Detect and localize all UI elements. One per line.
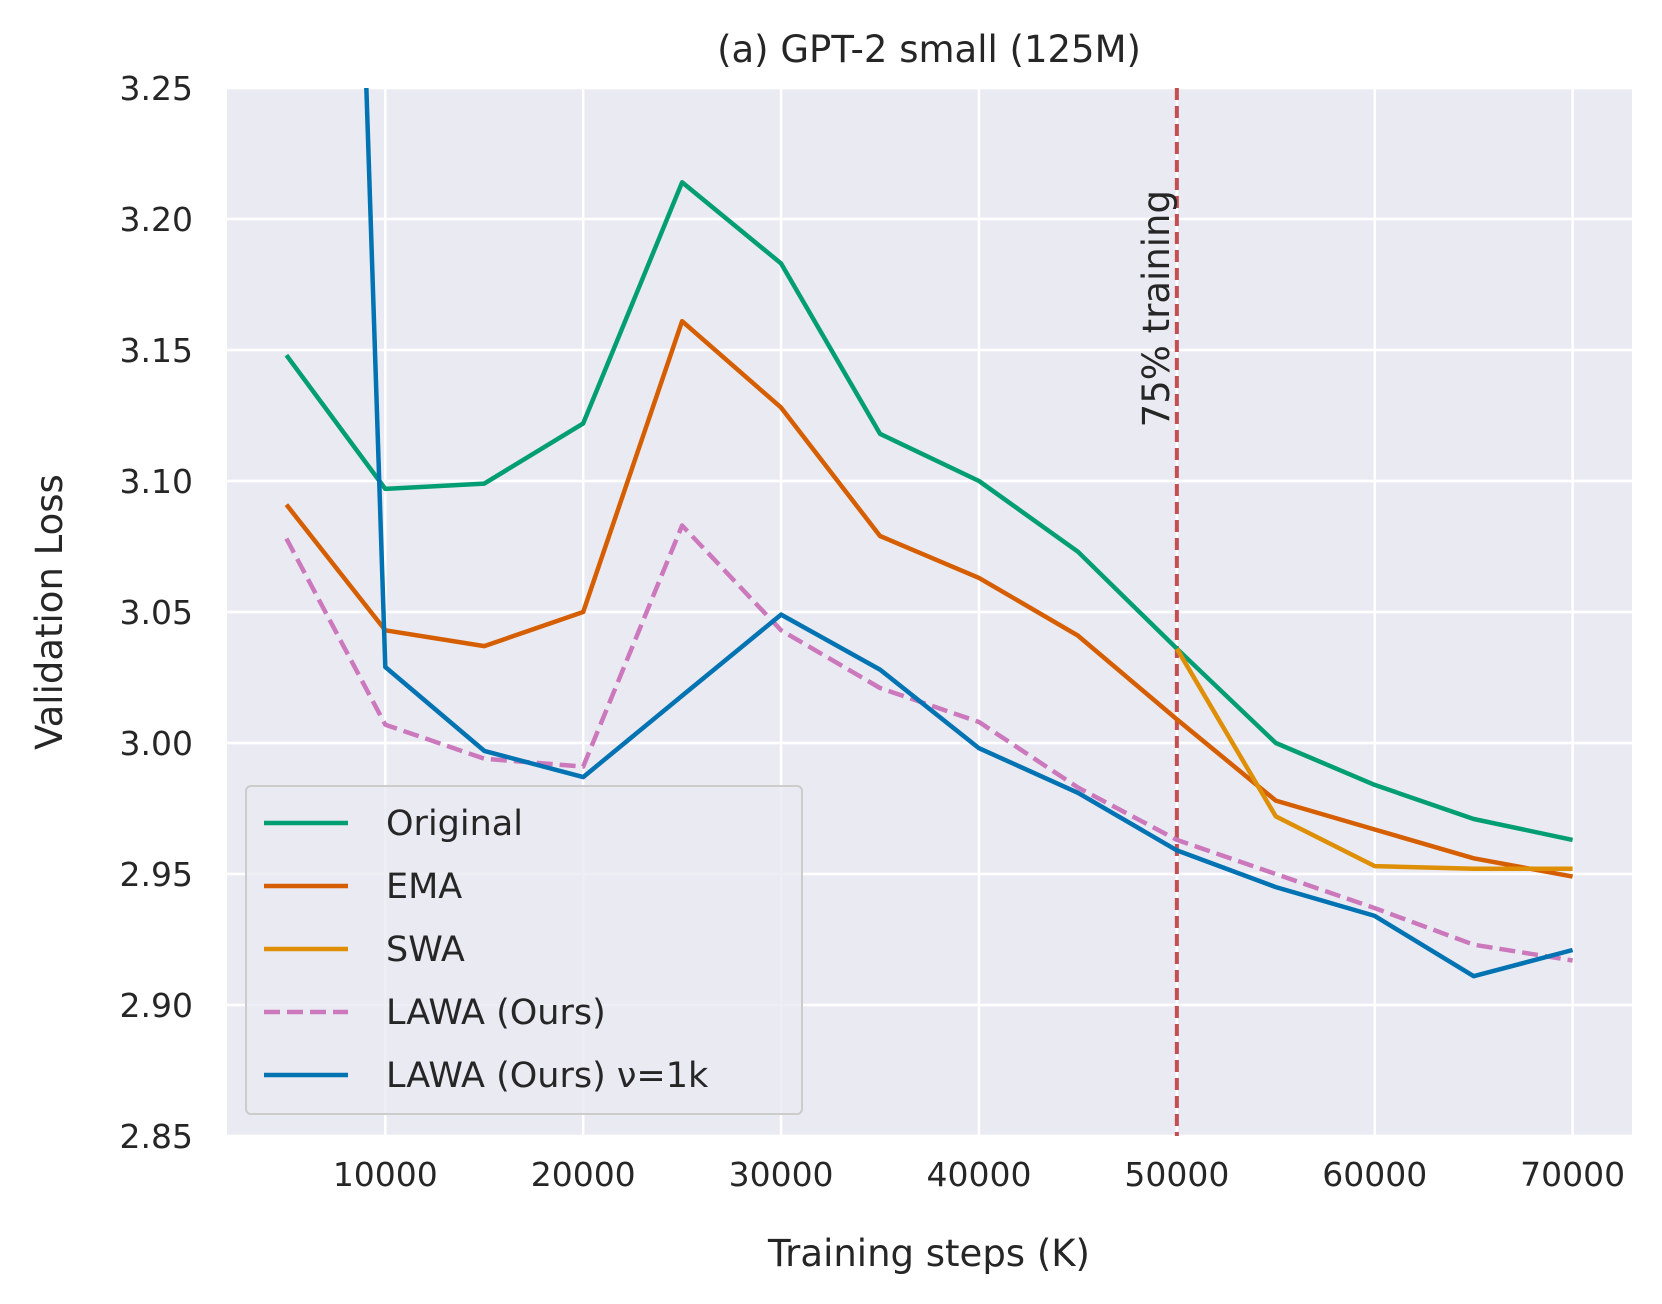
x-axis-label: Training steps (K): [767, 1232, 1090, 1275]
x-tick-labels: 10000 20000 30000 40000 50000 60000 70000: [333, 1155, 1625, 1194]
x-tick-label: 70000: [1520, 1155, 1625, 1194]
legend-label: LAWA (Ours): [386, 993, 606, 1033]
x-tick-label: 20000: [531, 1155, 636, 1194]
y-tick-label: 2.95: [120, 855, 193, 894]
y-tick-label: 2.85: [120, 1117, 193, 1156]
annotation-layer: 75% training: [1135, 88, 1179, 1136]
y-tick-label: 3.20: [120, 200, 193, 239]
y-tick-label: 3.10: [120, 462, 193, 501]
chart-title: (a) GPT-2 small (125M): [717, 28, 1141, 71]
x-tick-label: 40000: [926, 1155, 1031, 1194]
y-tick-label: 3.25: [120, 69, 193, 108]
y-tick-label: 2.90: [120, 986, 193, 1025]
annotation-label: 75% training: [1135, 190, 1178, 427]
series-line-3: [284, 523, 1573, 963]
x-tick-label: 30000: [729, 1155, 834, 1194]
legend-label: Original: [386, 804, 523, 844]
legend-label: SWA: [386, 930, 465, 970]
x-tick-label: 60000: [1322, 1155, 1427, 1194]
series-line-4: [364, 88, 1574, 979]
series-line-1: [284, 318, 1574, 879]
x-tick-label: 50000: [1124, 1155, 1229, 1194]
series-line-2: [1174, 647, 1573, 872]
series-line-0: [284, 180, 1574, 843]
y-tick-label: 3.05: [120, 593, 193, 632]
y-tick-label: 3.00: [120, 724, 193, 763]
legend-label: LAWA (Ours) ν=1k: [386, 1056, 709, 1096]
y-tick-label: 3.15: [120, 331, 193, 370]
legend-box: [245, 785, 803, 1115]
y-axis-label: Validation Loss: [28, 474, 71, 750]
series-layer: [284, 88, 1574, 979]
legend-label: EMA: [386, 867, 462, 907]
y-tick-labels: 2.85 2.90 2.95 3.00 3.05 3.10 3.15 3.20 3.25: [120, 69, 193, 1156]
x-tick-label: 10000: [333, 1155, 438, 1194]
legend: Original EMA SWA LAWA (Ours) LAWA (Ours) ν=1…: [245, 785, 803, 1115]
